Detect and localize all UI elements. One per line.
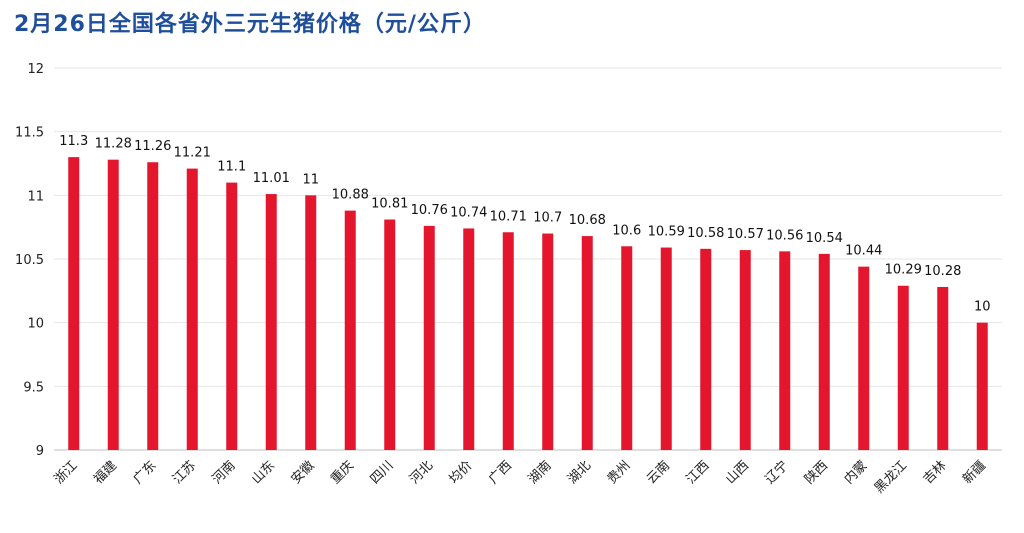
bar — [344, 210, 356, 450]
bar — [858, 266, 870, 450]
data-label: 10.68 — [569, 213, 606, 228]
y-tick-label: 11 — [27, 189, 44, 204]
data-label: 10.71 — [490, 209, 527, 224]
data-label: 10.56 — [766, 228, 803, 243]
data-label: 10.44 — [845, 244, 882, 259]
y-tick-label: 11.5 — [15, 126, 44, 141]
data-label: 10.59 — [648, 225, 685, 240]
x-tick-label: 河南 — [209, 458, 239, 488]
x-tick-label: 黑龙江 — [872, 458, 910, 496]
x-tick-label: 陕西 — [802, 458, 831, 487]
x-tick-label: 内蒙 — [841, 458, 871, 488]
x-tick-label: 辽宁 — [762, 458, 792, 488]
bar — [384, 219, 396, 450]
x-tick-label: 湖南 — [525, 458, 555, 488]
bar — [265, 194, 277, 450]
data-label: 11.26 — [134, 139, 171, 154]
y-tick-label: 9.5 — [23, 380, 44, 395]
data-label: 10.74 — [450, 205, 487, 220]
x-tick-label: 重庆 — [327, 458, 357, 488]
data-label: 11 — [302, 172, 319, 187]
bar — [739, 250, 751, 450]
x-tick-label: 云南 — [643, 458, 673, 488]
x-tick-label: 江苏 — [169, 458, 199, 488]
bar — [700, 248, 712, 450]
y-axis-ticks: 9 9.5 10 10.5 11 11.5 12 — [15, 62, 44, 459]
data-label: 10.88 — [332, 188, 369, 203]
x-tick-label: 四川 — [368, 458, 397, 487]
y-tick-label: 10 — [27, 317, 44, 332]
data-label: 10 — [974, 300, 991, 315]
x-tick-label: 均价 — [447, 458, 476, 487]
y-tick-label: 12 — [27, 62, 44, 77]
x-tick-label: 湖北 — [565, 458, 594, 487]
bar — [818, 253, 830, 450]
data-label: 11.01 — [253, 171, 290, 186]
y-tick-label: 10.5 — [15, 253, 44, 268]
x-tick-label: 山西 — [723, 458, 752, 487]
bar — [68, 157, 80, 450]
x-tick-label: 福建 — [91, 458, 120, 487]
data-labels: 11.3 11.28 11.26 11.21 11.1 11.01 11 10.8810.81… — [59, 134, 990, 315]
bar — [621, 246, 633, 450]
bar — [305, 195, 317, 450]
bars — [68, 157, 988, 451]
bar — [542, 233, 554, 450]
bar — [147, 162, 159, 450]
y-tick-label: 9 — [36, 444, 44, 459]
x-tick-label: 河北 — [407, 458, 436, 487]
data-label: 11.21 — [174, 146, 211, 161]
data-label: 10.57 — [727, 227, 764, 242]
bar — [779, 251, 791, 450]
bar — [581, 236, 593, 450]
data-label: 10.81 — [371, 197, 408, 212]
bar — [897, 285, 909, 450]
x-tick-label: 江西 — [684, 458, 713, 487]
bar — [502, 232, 514, 450]
bar — [463, 228, 475, 450]
bar — [423, 225, 435, 450]
x-tick-label: 贵州 — [605, 458, 634, 487]
bar — [186, 168, 198, 451]
data-label: 11.28 — [95, 137, 132, 152]
x-tick-label: 新疆 — [959, 458, 989, 488]
bar — [107, 159, 119, 450]
x-tick-label: 吉林 — [921, 458, 950, 487]
data-label: 10.76 — [411, 203, 448, 218]
data-label: 10.29 — [885, 263, 922, 278]
chart-title: 2月26日全国各省外三元生猪价格（元/公斤） — [14, 12, 486, 37]
data-label: 10.7 — [533, 211, 562, 226]
x-axis-labels: 浙江 福建 广东 江苏 河南 山东 安徽 重庆 四川 河北 均价 广西 湖南 湖北 贵州 云南 江西 山西 辽宁 陕西… — [52, 458, 990, 497]
gridlines — [54, 67, 1002, 451]
data-label: 11.3 — [59, 134, 88, 149]
data-label: 10.6 — [612, 223, 641, 238]
data-label: 10.58 — [687, 226, 724, 241]
x-tick-label: 安徽 — [289, 458, 318, 487]
bar — [976, 322, 988, 450]
x-tick-label: 山东 — [249, 458, 278, 487]
bar — [660, 247, 672, 450]
data-label: 11.1 — [217, 160, 246, 175]
x-tick-label: 广东 — [131, 458, 160, 487]
x-tick-label: 广西 — [486, 458, 515, 487]
data-label: 10.28 — [924, 264, 961, 279]
bar — [937, 287, 949, 450]
x-tick-label: 浙江 — [52, 458, 81, 487]
bar — [226, 182, 238, 450]
data-label: 10.54 — [806, 231, 843, 246]
